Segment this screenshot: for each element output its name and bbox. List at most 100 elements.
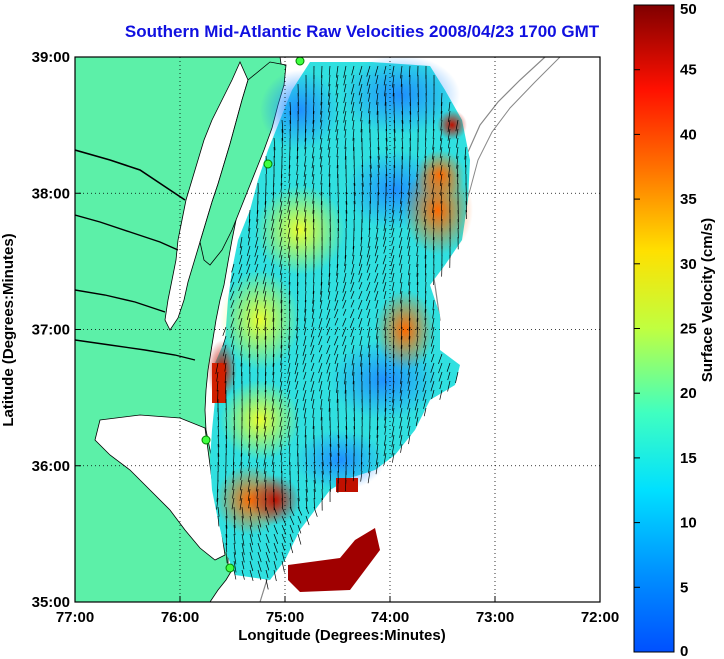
velocity-vector xyxy=(271,209,275,222)
velocity-vector xyxy=(289,119,291,132)
velocity-vector xyxy=(328,74,331,87)
velocity-vector xyxy=(273,524,278,535)
velocity-vector xyxy=(408,254,411,264)
velocity-vector xyxy=(241,542,245,555)
velocity-vector xyxy=(295,200,299,211)
velocity-vector xyxy=(279,371,283,383)
velocity-vector xyxy=(384,416,387,428)
velocity-vector xyxy=(401,110,404,124)
colorbar-tick-label: 10 xyxy=(680,515,697,532)
velocity-vector xyxy=(321,443,324,455)
velocity-vector xyxy=(321,434,323,445)
velocity-vector xyxy=(390,254,395,267)
velocity-vector xyxy=(399,416,403,429)
velocity-vector xyxy=(271,389,275,402)
velocity-vector xyxy=(351,263,355,275)
velocity-vector xyxy=(424,155,427,169)
velocity-vector xyxy=(246,245,251,257)
velocity-vector xyxy=(345,200,348,214)
velocity-vector xyxy=(456,137,459,148)
velocity-vector xyxy=(303,407,307,419)
velocity-vector xyxy=(326,335,331,344)
velocity-vector xyxy=(327,371,331,382)
velocity-vector xyxy=(360,227,363,240)
velocity-vector xyxy=(279,245,283,258)
velocity-vector xyxy=(273,560,277,570)
velocity-vector xyxy=(296,164,299,175)
velocity-vector xyxy=(318,344,323,353)
velocity-vector xyxy=(240,335,243,345)
velocity-vector xyxy=(312,182,315,193)
velocity-vector xyxy=(439,128,443,142)
velocity-vector xyxy=(343,74,347,86)
velocity-vector xyxy=(288,254,291,266)
velocity-vector xyxy=(432,218,435,229)
velocity-vector xyxy=(408,65,411,77)
velocity-vector xyxy=(391,425,395,438)
velocity-vector xyxy=(384,92,387,106)
velocity-vector xyxy=(408,317,411,331)
velocity-vector xyxy=(350,281,355,292)
velocity-vector xyxy=(368,344,371,358)
velocity-vector xyxy=(399,407,403,419)
velocity-vector xyxy=(360,110,363,122)
velocity-vector xyxy=(368,92,371,102)
velocity-vector xyxy=(264,380,267,393)
velocity-vector xyxy=(400,308,403,319)
velocity-vector xyxy=(400,353,403,364)
velocity-vector xyxy=(313,443,315,455)
velocity-vector xyxy=(358,317,363,328)
velocity-vector xyxy=(272,200,275,211)
velocity-vector xyxy=(440,182,443,196)
velocity-vector xyxy=(289,479,291,491)
velocity-vector xyxy=(334,290,339,302)
velocity-vector xyxy=(248,434,251,448)
velocity-vector xyxy=(273,515,278,524)
velocity-vector xyxy=(230,308,235,317)
velocity-vector xyxy=(335,119,339,133)
velocity-vector xyxy=(302,344,307,356)
velocity-vector xyxy=(335,128,339,141)
velocity-vector xyxy=(343,92,347,104)
velocity-vector xyxy=(305,236,307,247)
speed-region xyxy=(340,57,460,135)
velocity-vector xyxy=(392,83,395,97)
velocity-vector xyxy=(265,533,270,544)
velocity-vector xyxy=(416,308,419,322)
velocity-vector xyxy=(383,452,387,465)
velocity-vector xyxy=(303,326,307,336)
velocity-vector xyxy=(225,434,227,448)
velocity-vector xyxy=(281,515,287,526)
pamlico-sound xyxy=(94,414,226,561)
velocity-vector xyxy=(399,263,403,273)
velocity-vector xyxy=(392,308,395,322)
velocity-vector xyxy=(376,209,379,220)
y-tick-label: 35:00 xyxy=(32,594,70,611)
velocity-vector xyxy=(383,434,387,446)
velocity-vector xyxy=(241,569,245,580)
velocity-vector xyxy=(369,191,372,204)
velocity-vector xyxy=(407,191,411,204)
velocity-vector xyxy=(257,560,262,572)
velocity-vector xyxy=(297,506,303,516)
velocity-vector xyxy=(232,488,235,499)
velocity-vector xyxy=(337,452,340,463)
velocity-vector xyxy=(279,227,283,237)
velocity-vector xyxy=(408,290,411,302)
velocity-vector xyxy=(357,308,363,320)
velocity-vector xyxy=(430,371,435,383)
velocity-vector xyxy=(400,344,403,357)
velocity-vector xyxy=(233,551,237,565)
velocity-vector xyxy=(407,416,411,429)
velocity-vector xyxy=(423,200,427,213)
velocity-vector xyxy=(297,488,300,502)
velocity-vector xyxy=(327,92,331,106)
velocity-vector xyxy=(353,173,356,186)
velocity-vector xyxy=(256,317,259,328)
velocity-vector xyxy=(279,209,283,222)
velocity-vector xyxy=(233,569,237,580)
velocity-vector xyxy=(249,569,254,582)
velocity-vector xyxy=(311,155,315,169)
velocity-vector xyxy=(376,344,379,355)
velocity-vector xyxy=(272,470,275,481)
